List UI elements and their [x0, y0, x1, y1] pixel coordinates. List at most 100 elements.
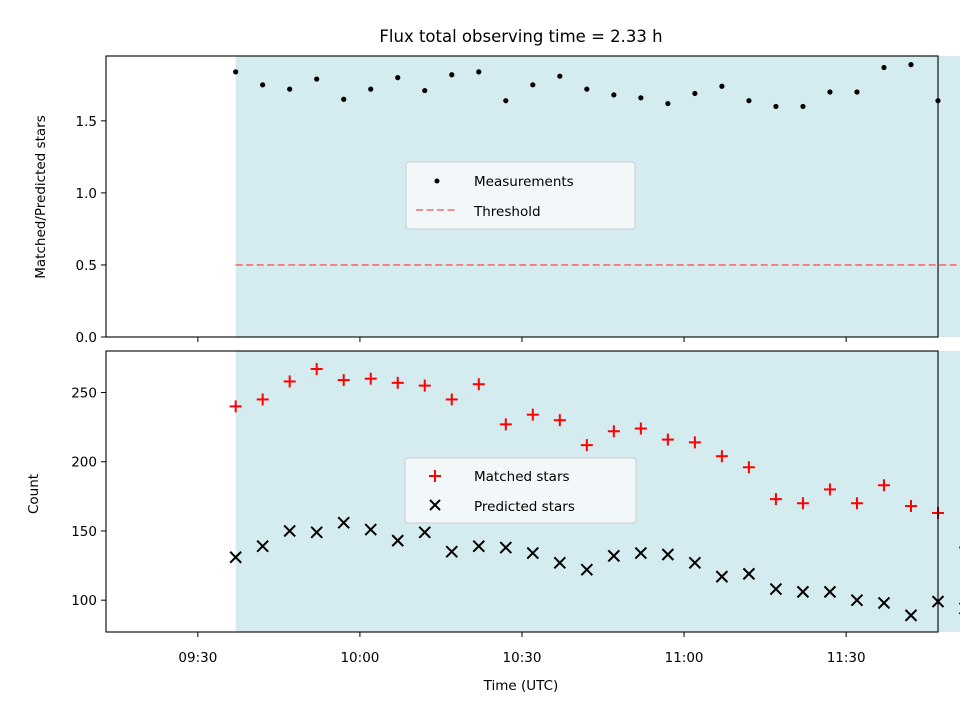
- x-tick-label: 09:30: [178, 650, 217, 666]
- legend-marker-measurements: [434, 178, 440, 184]
- measurements-point: [854, 89, 860, 95]
- predicted-stars-point: [607, 549, 621, 563]
- matched-stars-point: [499, 418, 512, 431]
- predicted-stars-point: [526, 546, 540, 560]
- legend-box: [405, 161, 636, 230]
- y-tick-label: 0.0: [76, 330, 97, 346]
- predicted-stars-point: [823, 585, 837, 599]
- matched-stars-point: [823, 483, 836, 496]
- predicted-stars-point: [364, 523, 377, 536]
- x-tick-label: 11:00: [665, 650, 704, 666]
- y-tick-label: 0.5: [76, 258, 97, 274]
- matched-stars-point: [769, 493, 782, 506]
- count-panel-x-axis: 09:30 10:00 10:30 11:00 11:30: [178, 632, 866, 666]
- predicted-stars-point: [634, 546, 648, 560]
- measurements-point: [719, 83, 725, 89]
- measurements-point: [800, 103, 806, 110]
- measurements-point: [827, 89, 833, 95]
- x-tick-label: 10:00: [340, 650, 379, 666]
- matched-stars-point: [904, 500, 917, 513]
- count-panel-y-axis: 100 150 200 250: [71, 386, 106, 609]
- matched-stars-point: [310, 362, 323, 375]
- predicted-stars-point: [850, 593, 864, 607]
- y-tick-label: 150: [71, 524, 97, 540]
- matched-stars-point: [337, 374, 350, 387]
- predicted-stars-point: [229, 551, 242, 564]
- predicted-stars-point: [769, 582, 783, 596]
- predicted-stars-point: [553, 556, 567, 569]
- matched-stars-point: [607, 425, 620, 438]
- matched-stars-point: [445, 393, 458, 406]
- legend-marker-matched-stars: [429, 470, 441, 482]
- matched-stars-point: [877, 479, 890, 492]
- predicted-stars-point: [418, 526, 431, 539]
- measurements-point: [314, 76, 320, 82]
- y-tick-label: 1.5: [76, 114, 97, 130]
- predicted-stars-point: [796, 585, 810, 599]
- predicted-stars-point: [310, 526, 323, 539]
- ratio-panel-x-ticks: [197, 337, 847, 342]
- count-panel-legend: Matched stars Predicted stars: [404, 457, 637, 524]
- predicted-stars-point: [688, 556, 702, 569]
- predicted-stars-point: [904, 609, 918, 622]
- measurements-point: [368, 86, 374, 92]
- ratio-panel-ylabel: Matched/Predicted stars: [33, 115, 49, 278]
- matched-stars-point: [472, 378, 485, 391]
- predicted-stars-point: [715, 570, 729, 583]
- matched-stars-point: [850, 497, 863, 510]
- measurements-point: [557, 73, 563, 79]
- predicted-stars-point: [472, 539, 485, 553]
- measurements-point: [287, 86, 293, 92]
- measurements-point: [692, 90, 698, 97]
- count-panel-frame: [105, 350, 939, 633]
- measurements-point: [665, 100, 671, 107]
- matched-stars-point: [580, 439, 593, 452]
- measurements-point: [503, 98, 509, 104]
- measurements-point: [530, 82, 536, 88]
- measurements-point: [881, 64, 887, 71]
- measurements-point: [746, 98, 752, 104]
- x-axis-label: Time (UTC): [483, 678, 559, 694]
- predicted-stars-point: [499, 541, 512, 554]
- matched-stars-point: [526, 408, 539, 421]
- measurements-point: [476, 69, 482, 75]
- legend-box: [404, 457, 637, 524]
- predicted-stars-point: [256, 539, 269, 553]
- measurements-point: [260, 82, 266, 88]
- measurements-point: [584, 86, 590, 92]
- matched-stars-point: [418, 379, 431, 392]
- measurements-point: [773, 103, 779, 110]
- measurements-point: [449, 72, 455, 78]
- predicted-stars-point: [742, 567, 756, 581]
- matched-stars-point: [391, 376, 404, 389]
- matched-stars-point: [256, 393, 269, 406]
- measurements-point: [611, 92, 617, 98]
- matched-stars-point: [364, 372, 377, 385]
- measurements-point: [638, 95, 644, 101]
- matched-stars-point: [715, 450, 728, 463]
- legend-label-matched-stars: Matched stars: [474, 469, 570, 485]
- matched-stars-point: [742, 461, 755, 474]
- matched-stars-point: [661, 433, 674, 446]
- predicted-stars-point: [877, 596, 891, 610]
- predicted-stars-point: [337, 516, 350, 529]
- count-panel-ylabel: Count: [26, 474, 42, 514]
- x-tick-label: 10:30: [503, 650, 542, 666]
- predicted-stars-point: [580, 563, 594, 576]
- y-tick-label: 250: [71, 386, 97, 402]
- x-tick-label: 11:30: [827, 650, 866, 666]
- ratio-panel: 0.0 0.5 1.0 1.5 Matched/Predicted stars Mea…: [33, 55, 960, 346]
- matched-stars-point: [796, 497, 809, 510]
- y-tick-label: 100: [71, 593, 97, 609]
- measurements-point: [395, 75, 401, 81]
- legend-label-threshold: Threshold: [473, 204, 541, 220]
- predicted-stars-point: [391, 534, 404, 547]
- ratio-panel-frame: [105, 55, 939, 338]
- measurements-point: [422, 87, 428, 94]
- predicted-stars-point: [661, 548, 675, 561]
- predicted-stars-point: [283, 524, 296, 538]
- ratio-panel-marks: [233, 62, 960, 266]
- measurements-point: [908, 62, 914, 68]
- matched-stars-point: [634, 422, 647, 435]
